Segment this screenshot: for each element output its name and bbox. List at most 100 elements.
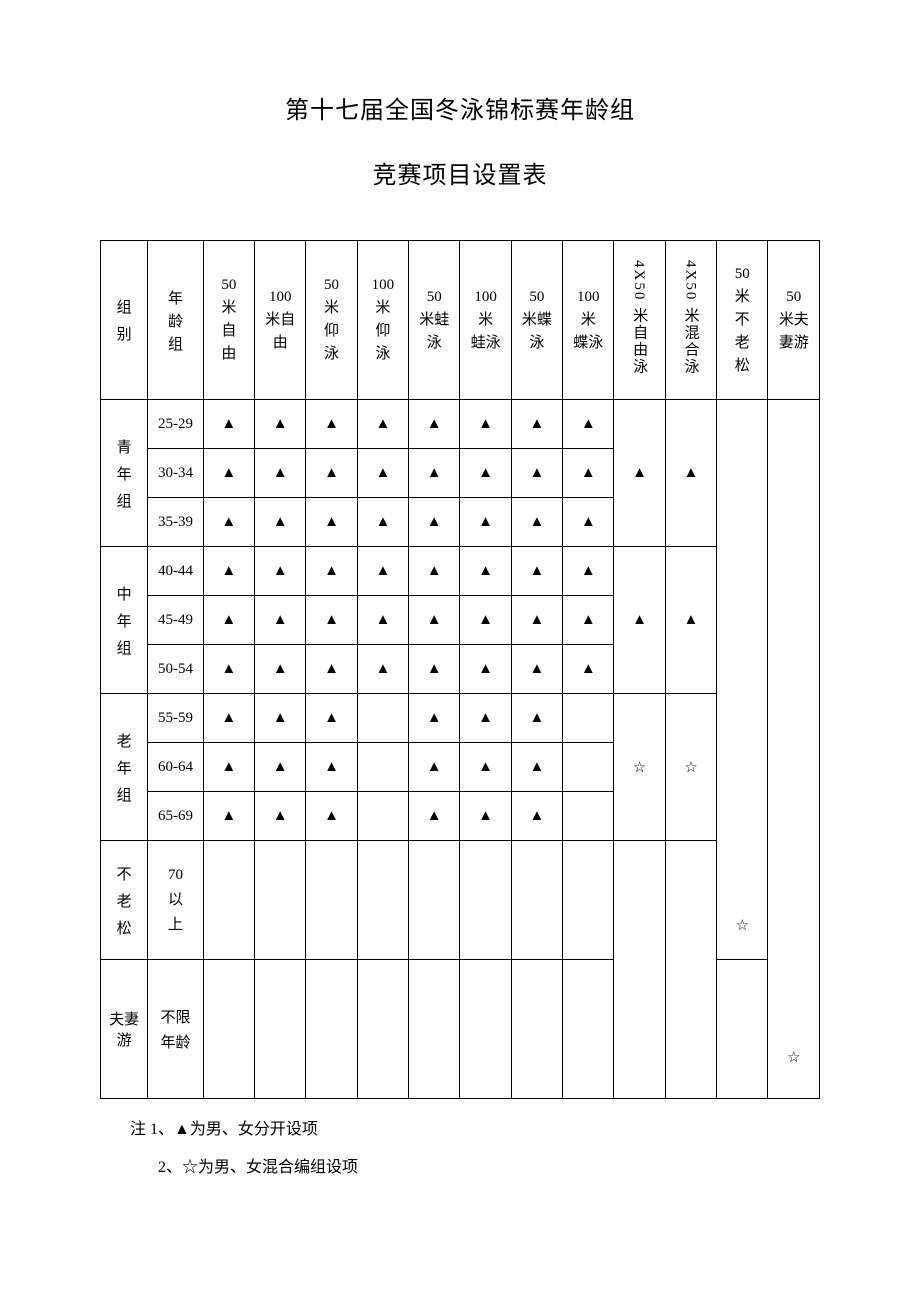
- mark: ▲: [203, 547, 254, 596]
- empty: [409, 960, 460, 1099]
- mark: ▲: [409, 792, 460, 841]
- age-cell: 25-29: [148, 400, 203, 449]
- mark: ▲: [306, 596, 357, 645]
- hdr-ev-8: 4X50 米自由泳: [614, 241, 665, 400]
- bls-col: ☆: [717, 400, 768, 960]
- table-row: 中年组 40-44 ▲ ▲ ▲ ▲ ▲ ▲ ▲ ▲ ▲ ▲: [101, 547, 820, 596]
- mark: ▲: [563, 498, 614, 547]
- page-subtitle: 竞赛项目设置表: [100, 155, 820, 190]
- hdr-ev-5: 100米蛙泳: [460, 241, 511, 400]
- notes: 注 1、▲为男、女分开设项 2、☆为男、女混合编组设项: [100, 1111, 820, 1188]
- empty: [460, 841, 511, 960]
- mark: ▲: [306, 547, 357, 596]
- empty: [563, 960, 614, 1099]
- age-cell: 30-34: [148, 449, 203, 498]
- hdr-ev-2: 50米仰泳: [306, 241, 357, 400]
- mark: ▲: [409, 743, 460, 792]
- mark: ▲: [255, 596, 306, 645]
- age-cell: 不限年龄: [148, 960, 203, 1099]
- hdr-ev-1: 100米自由: [255, 241, 306, 400]
- mark: ▲: [306, 400, 357, 449]
- group-middle: 中年组: [101, 547, 148, 694]
- age-cell: 65-69: [148, 792, 203, 841]
- relay-medley: ▲: [665, 547, 716, 694]
- empty: [409, 841, 460, 960]
- mark: ▲: [203, 743, 254, 792]
- empty: [511, 841, 562, 960]
- mark: ▲: [409, 645, 460, 694]
- mark: ▲: [409, 400, 460, 449]
- mark: ▲: [460, 596, 511, 645]
- mark: ▲: [563, 547, 614, 596]
- mark: ▲: [203, 645, 254, 694]
- mark: ▲: [511, 645, 562, 694]
- mark: ▲: [511, 694, 562, 743]
- mark: ▲: [409, 596, 460, 645]
- mark: ▲: [409, 449, 460, 498]
- relay-medley: ▲: [665, 400, 716, 547]
- group-youth: 青年组: [101, 400, 148, 547]
- age-cell: 40-44: [148, 547, 203, 596]
- table-row: 老年组 55-59 ▲ ▲ ▲ ▲ ▲ ▲ ☆ ☆: [101, 694, 820, 743]
- hdr-age: 年龄组: [148, 241, 203, 400]
- empty: [306, 841, 357, 960]
- mark: ▲: [511, 596, 562, 645]
- mark: ▲: [357, 547, 408, 596]
- mark: ▲: [409, 694, 460, 743]
- mark: ▲: [203, 498, 254, 547]
- mark: ▲: [460, 498, 511, 547]
- age-cell: 45-49: [148, 596, 203, 645]
- mark: ▲: [563, 645, 614, 694]
- mark: ▲: [306, 792, 357, 841]
- mark: ▲: [203, 694, 254, 743]
- mark: ▲: [563, 400, 614, 449]
- mark: ▲: [460, 645, 511, 694]
- mark: ▲: [511, 547, 562, 596]
- hdr-ev-10: 50米不老松: [717, 241, 768, 400]
- mark: ▲: [255, 694, 306, 743]
- empty: [357, 960, 408, 1099]
- table-row: 不老松 70以上: [101, 841, 820, 960]
- mark: ▲: [460, 547, 511, 596]
- mark: ▲: [460, 792, 511, 841]
- empty: [203, 960, 254, 1099]
- mark: ▲: [460, 400, 511, 449]
- empty: [614, 841, 665, 1099]
- mark: ▲: [460, 449, 511, 498]
- mark: ▲: [203, 596, 254, 645]
- mark: ▲: [511, 449, 562, 498]
- hdr-ev-3: 100米仰泳: [357, 241, 408, 400]
- age-cell: 70以上: [148, 841, 203, 960]
- table-row: 青年组 25-29 ▲ ▲ ▲ ▲ ▲ ▲ ▲ ▲ ▲ ▲ ☆ ☆: [101, 400, 820, 449]
- age-cell: 60-64: [148, 743, 203, 792]
- group-bulaosong: 不老松: [101, 841, 148, 960]
- note-1: 注 1、▲为男、女分开设项: [130, 1111, 820, 1149]
- mark: ▲: [203, 400, 254, 449]
- mark: ▲: [563, 449, 614, 498]
- relay-medley: ☆: [665, 694, 716, 841]
- mark: [357, 694, 408, 743]
- mark: [357, 792, 408, 841]
- relay-free: ▲: [614, 400, 665, 547]
- relay-free: ▲: [614, 547, 665, 694]
- mark: ▲: [357, 498, 408, 547]
- mark: ▲: [306, 449, 357, 498]
- mark: ▲: [409, 498, 460, 547]
- empty: [255, 841, 306, 960]
- mark: ▲: [511, 743, 562, 792]
- hdr-ev-6: 50米蝶泳: [511, 241, 562, 400]
- mark: ▲: [306, 743, 357, 792]
- mark: ▲: [255, 449, 306, 498]
- mark: ▲: [306, 694, 357, 743]
- empty: [665, 841, 716, 1099]
- age-cell: 50-54: [148, 645, 203, 694]
- empty: [357, 841, 408, 960]
- hdr-ev-4: 50米蛙泳: [409, 241, 460, 400]
- events-table: 组别 年龄组 50米自由 100米自由 50米仰泳 100米仰泳 50米蛙泳 1…: [100, 240, 820, 1099]
- mark: ▲: [255, 400, 306, 449]
- mark: [357, 743, 408, 792]
- mark: ▲: [255, 547, 306, 596]
- hdr-ev-9: 4X50 米混合泳: [665, 241, 716, 400]
- mark: ▲: [306, 498, 357, 547]
- mark: ▲: [306, 645, 357, 694]
